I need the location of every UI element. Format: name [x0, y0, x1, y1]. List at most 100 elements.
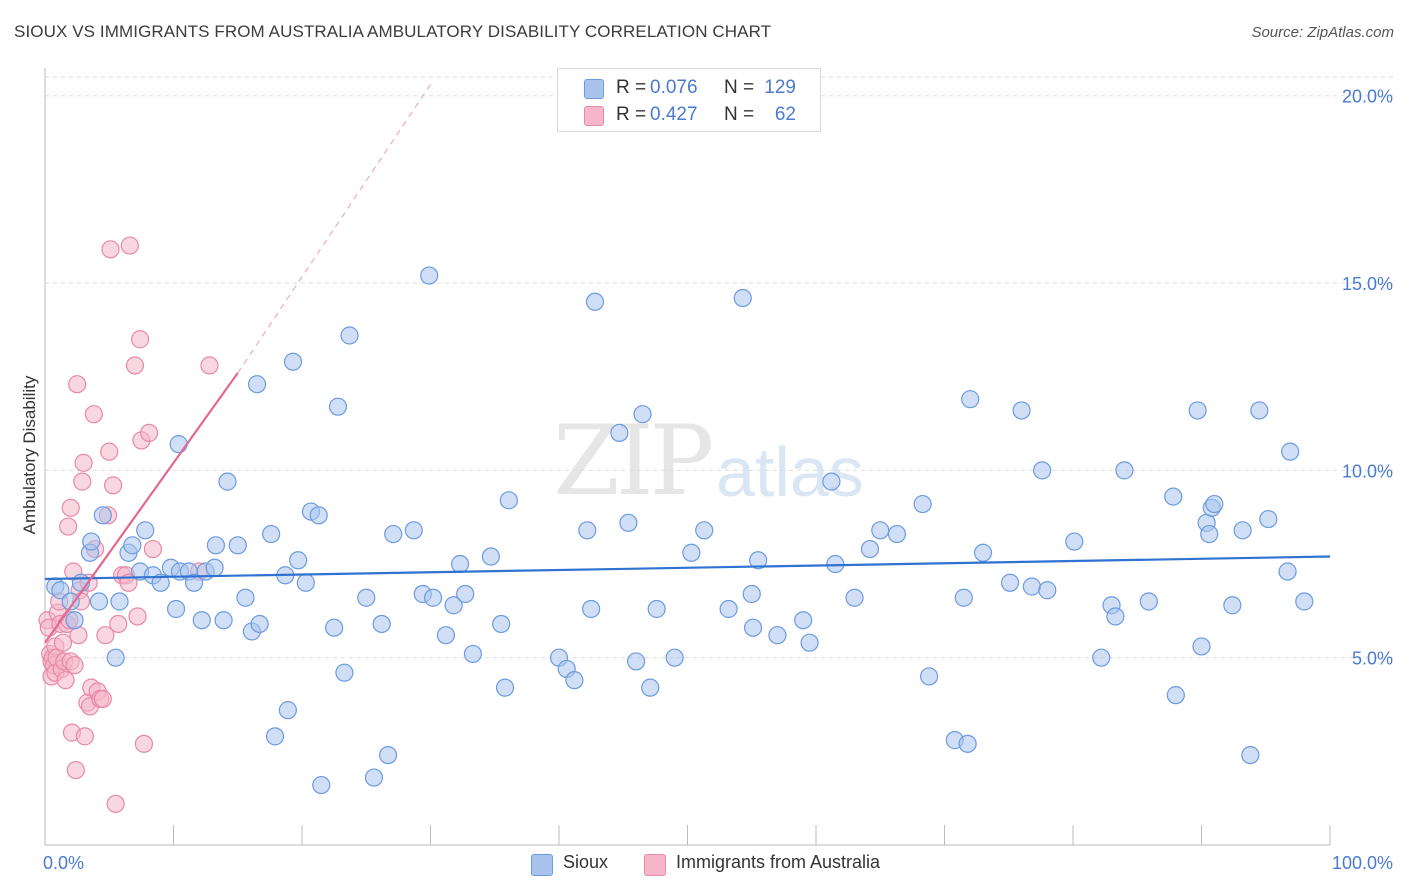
- data-point-sioux: [384, 524, 403, 544]
- trend-line-australia: [44, 372, 239, 644]
- legend-n-value: 129: [764, 77, 796, 98]
- data-point-sioux: [1115, 461, 1134, 480]
- data-point-sioux: [1092, 648, 1111, 667]
- data-point-sioux: [499, 491, 518, 510]
- data-point-sioux: [860, 539, 880, 559]
- data-point-sioux: [1012, 401, 1031, 420]
- data-point-sioux: [278, 701, 297, 720]
- data-point-sioux: [65, 611, 84, 630]
- data-point-sioux: [619, 513, 638, 532]
- data-point-sioux: [51, 581, 70, 600]
- data-point-sioux: [404, 521, 423, 540]
- data-point-sioux: [1281, 442, 1300, 461]
- chart-title: SIOUX VS IMMIGRANTS FROM AUSTRALIA AMBUL…: [14, 22, 772, 41]
- data-point-sioux: [1233, 521, 1252, 540]
- data-point-sioux: [283, 352, 303, 371]
- data-point-sioux: [1139, 592, 1158, 611]
- data-point-sioux: [585, 292, 605, 311]
- legend-r-value: 0.427: [650, 104, 698, 125]
- data-point-australia: [143, 539, 163, 559]
- data-point-sioux: [166, 599, 186, 619]
- data-point-australia: [74, 453, 93, 472]
- data-point-sioux: [218, 472, 237, 491]
- data-point-sioux: [151, 573, 170, 592]
- data-point-sioux: [871, 521, 890, 540]
- data-point-sioux: [423, 588, 443, 607]
- data-point-sioux: [626, 652, 646, 671]
- data-point-sioux: [1166, 686, 1185, 705]
- data-point-sioux: [1065, 532, 1084, 551]
- data-point-sioux: [82, 532, 101, 551]
- data-point-sioux: [378, 745, 398, 765]
- data-point-australia: [61, 498, 80, 517]
- data-point-sioux: [214, 611, 233, 630]
- data-point-sioux: [463, 644, 483, 664]
- data-point-sioux: [582, 599, 601, 619]
- data-point-sioux: [364, 768, 384, 787]
- data-point-sioux: [578, 521, 597, 540]
- data-point-sioux: [961, 390, 980, 409]
- data-point-australia: [104, 476, 123, 495]
- data-point-sioux: [123, 536, 142, 555]
- data-point-australia: [100, 442, 119, 461]
- axes: [44, 68, 1331, 846]
- data-point-australia: [59, 517, 78, 536]
- legend-r-label: R =: [616, 104, 647, 125]
- data-point-sioux: [845, 588, 864, 607]
- data-point-sioux: [1164, 487, 1183, 506]
- data-point-sioux: [913, 494, 932, 514]
- data-point-sioux: [325, 618, 344, 637]
- bottom-legend-label-australia: Immigrants from Australia: [676, 852, 881, 872]
- data-point-sioux: [1038, 581, 1057, 600]
- data-point-sioux: [1241, 745, 1260, 765]
- x-tick-label: 100.0%: [1332, 853, 1393, 873]
- data-point-australia: [101, 240, 120, 259]
- trend-line-australia-extension: [237, 84, 431, 374]
- data-point-sioux: [1000, 573, 1020, 592]
- data-point-sioux: [954, 588, 973, 607]
- bottom-legend-label-sioux: Sioux: [563, 852, 609, 872]
- data-point-australia: [66, 760, 85, 780]
- data-point-sioux: [436, 626, 456, 645]
- data-point-sioux: [106, 648, 125, 667]
- data-point-sioux: [289, 551, 308, 570]
- legend-r-value: 0.076: [650, 77, 698, 98]
- data-point-sioux: [749, 551, 768, 570]
- data-point-sioux: [1295, 592, 1314, 611]
- data-point-sioux: [250, 614, 269, 634]
- data-point-sioux: [1188, 401, 1207, 420]
- data-point-australia: [200, 356, 219, 375]
- legend-row-sioux: R = 0.076 N = 129: [558, 75, 820, 101]
- data-point-sioux: [719, 599, 738, 619]
- data-point-sioux: [682, 543, 701, 562]
- data-point-sioux: [958, 734, 977, 753]
- legend-n-label: N =: [724, 104, 755, 125]
- data-point-sioux: [206, 536, 226, 555]
- y-tick-label: 20.0%: [1342, 87, 1393, 107]
- data-point-sioux: [1022, 577, 1041, 596]
- data-point-sioux: [822, 472, 841, 491]
- data-point-sioux: [1192, 637, 1211, 656]
- data-point-sioux: [93, 506, 112, 525]
- data-point-sioux: [1223, 596, 1242, 615]
- data-point-australia: [109, 614, 128, 634]
- data-point-sioux: [262, 524, 281, 544]
- data-point-sioux: [372, 614, 391, 634]
- trend-lines: [44, 84, 1331, 644]
- data-point-australia: [73, 472, 92, 491]
- bottom-legend-swatch-sioux: [531, 854, 553, 876]
- data-point-sioux: [665, 648, 684, 667]
- data-point-sioux: [919, 667, 939, 686]
- data-point-sioux: [800, 633, 819, 652]
- y-tick-label: 10.0%: [1342, 461, 1393, 481]
- tick-labels: 5.0% 10.0% 15.0% 20.0% 0.0% 100.0%: [43, 87, 1393, 873]
- data-point-sioux: [335, 663, 354, 682]
- data-point-sioux: [1259, 509, 1278, 529]
- data-point-australia: [106, 794, 125, 813]
- data-point-australia: [128, 607, 147, 626]
- watermark-zip: ZIP: [553, 405, 714, 517]
- data-point-sioux: [565, 671, 584, 690]
- legend-r-label: R =: [616, 77, 647, 98]
- data-point-sioux: [1033, 461, 1052, 480]
- data-point-australia: [69, 626, 88, 645]
